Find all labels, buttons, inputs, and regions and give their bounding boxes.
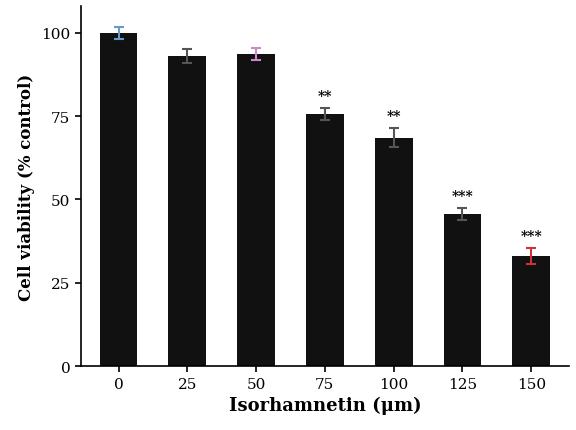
X-axis label: Isorhamnetin (μm): Isorhamnetin (μm): [229, 396, 421, 415]
Text: ***: ***: [520, 229, 542, 243]
Bar: [100, 34, 138, 366]
Text: ***: ***: [452, 190, 473, 204]
Bar: [237, 55, 275, 366]
Bar: [168, 57, 206, 366]
Bar: [375, 138, 412, 366]
Text: **: **: [386, 110, 401, 124]
Text: **: **: [317, 90, 332, 104]
Bar: [306, 115, 344, 366]
Y-axis label: Cell viability (% control): Cell viability (% control): [18, 73, 36, 300]
Bar: [444, 215, 482, 366]
Bar: [512, 257, 550, 366]
